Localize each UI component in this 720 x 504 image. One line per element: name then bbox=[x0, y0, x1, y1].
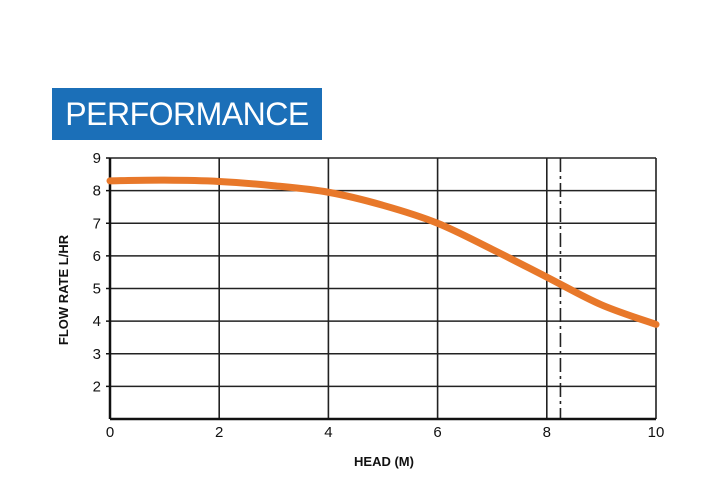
y-tick-label-5: 5 bbox=[93, 281, 101, 298]
x-tick-label-8: 8 bbox=[543, 424, 551, 441]
y-tick-label-4: 4 bbox=[93, 313, 101, 330]
series-line-0 bbox=[106, 176, 660, 328]
tick-labels: 0 2 4 6 8 10 2 3 4 5 6 7 8 9 bbox=[93, 150, 665, 441]
x-tick-label-6: 6 bbox=[433, 424, 441, 441]
x-tick-label-4: 4 bbox=[324, 424, 332, 441]
y-tick-label-3: 3 bbox=[93, 346, 101, 363]
x-tick-label-2: 2 bbox=[215, 424, 223, 441]
data-series bbox=[106, 176, 660, 328]
x-axis-label: HEAD (M) bbox=[354, 454, 414, 469]
y-tick-label-6: 6 bbox=[93, 248, 101, 265]
chart-title: PERFORMANCE bbox=[52, 88, 322, 140]
x-tick-label-0: 0 bbox=[106, 424, 114, 441]
axes bbox=[106, 157, 656, 421]
y-tick-label-8: 8 bbox=[93, 183, 101, 200]
y-tick-label-2: 2 bbox=[93, 378, 101, 395]
y-axis-label: FLOW RATE L/HR bbox=[56, 234, 71, 345]
y-tick-label-9: 9 bbox=[93, 150, 101, 167]
y-tick-label-7: 7 bbox=[93, 215, 101, 232]
x-tick-label-10: 10 bbox=[648, 424, 665, 441]
